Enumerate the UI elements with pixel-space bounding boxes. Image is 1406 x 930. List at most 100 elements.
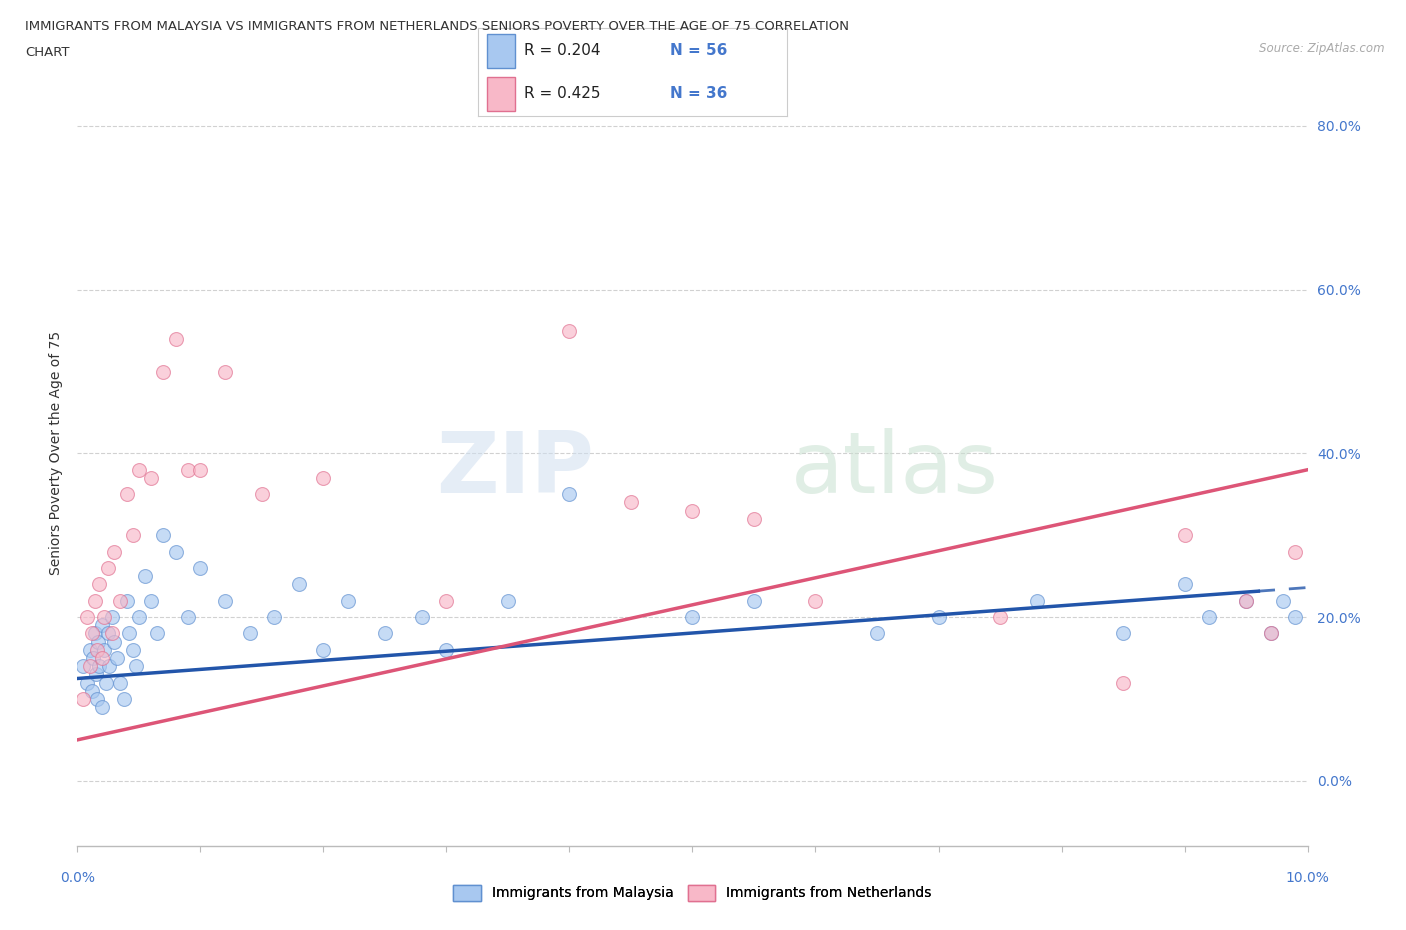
Point	[110, 675, 132, 690]
Y-axis label: Seniors Poverty Over the Age of 75: Seniors Poverty Over the Age of 75	[49, 331, 63, 576]
Point	[118, 626, 141, 641]
Point	[177, 610, 200, 625]
Point	[436, 593, 458, 608]
Point	[152, 364, 174, 379]
Point	[79, 643, 101, 658]
Point	[79, 658, 101, 673]
Point	[128, 610, 150, 625]
Point	[682, 610, 704, 625]
Point	[312, 471, 335, 485]
Text: R = 0.204: R = 0.204	[524, 43, 600, 58]
Point	[742, 593, 765, 608]
Point	[411, 610, 433, 625]
Point	[177, 462, 200, 477]
Point	[337, 593, 360, 608]
Point	[98, 658, 121, 673]
Point	[101, 610, 124, 625]
Text: ZIP: ZIP	[436, 428, 595, 511]
Point	[742, 512, 765, 526]
Point	[103, 634, 125, 649]
Point	[1198, 610, 1220, 625]
Point	[84, 667, 107, 682]
Point	[374, 626, 396, 641]
Text: 0.0%: 0.0%	[60, 870, 94, 884]
Point	[97, 561, 120, 576]
Point	[83, 626, 105, 641]
Point	[82, 626, 104, 641]
Text: IMMIGRANTS FROM MALAYSIA VS IMMIGRANTS FROM NETHERLANDS SENIORS POVERTY OVER THE: IMMIGRANTS FROM MALAYSIA VS IMMIGRANTS F…	[25, 20, 849, 33]
Point	[115, 487, 138, 502]
Point	[1260, 626, 1282, 641]
Point	[558, 487, 581, 502]
Point	[436, 643, 458, 658]
Point	[1174, 577, 1197, 591]
Point	[128, 462, 150, 477]
Point	[1284, 544, 1306, 559]
Point	[125, 658, 148, 673]
Point	[1026, 593, 1049, 608]
Point	[1234, 593, 1257, 608]
Text: Source: ZipAtlas.com: Source: ZipAtlas.com	[1260, 42, 1385, 55]
Point	[312, 643, 335, 658]
Point	[620, 495, 643, 510]
Point	[94, 675, 117, 690]
Point	[115, 593, 138, 608]
Point	[134, 569, 156, 584]
Point	[558, 323, 581, 338]
Point	[86, 692, 108, 707]
Point	[1272, 593, 1295, 608]
Point	[90, 618, 114, 632]
Point	[76, 675, 98, 690]
Point	[72, 658, 94, 673]
Point	[86, 643, 108, 658]
Point	[214, 364, 236, 379]
Point	[141, 471, 163, 485]
Point	[103, 544, 125, 559]
Text: atlas: atlas	[792, 428, 998, 511]
Point	[165, 331, 187, 346]
Point	[1174, 528, 1197, 543]
Point	[97, 626, 120, 641]
Point	[93, 610, 115, 625]
Point	[72, 692, 94, 707]
Point	[188, 462, 212, 477]
Point	[988, 610, 1011, 625]
Point	[82, 684, 104, 698]
Point	[152, 528, 174, 543]
Point	[90, 699, 114, 714]
Text: 10.0%: 10.0%	[1285, 870, 1330, 884]
Point	[121, 643, 143, 658]
Point	[121, 528, 143, 543]
Point	[496, 593, 519, 608]
Point	[110, 593, 132, 608]
Point	[250, 487, 273, 502]
Point	[866, 626, 889, 641]
Point	[1112, 675, 1135, 690]
Text: CHART: CHART	[25, 46, 70, 60]
Point	[141, 593, 163, 608]
Point	[89, 658, 111, 673]
Point	[239, 626, 262, 641]
Text: R = 0.425: R = 0.425	[524, 86, 600, 101]
Point	[76, 610, 98, 625]
Legend: Immigrants from Malaysia, Immigrants from Netherlands: Immigrants from Malaysia, Immigrants fro…	[447, 879, 938, 906]
Point	[82, 651, 104, 666]
Point	[188, 561, 212, 576]
Point	[928, 610, 950, 625]
Point	[1284, 610, 1306, 625]
Point	[288, 577, 311, 591]
Point	[90, 651, 114, 666]
Bar	[488, 34, 515, 68]
Point	[1234, 593, 1257, 608]
Point	[682, 503, 704, 518]
Point	[165, 544, 187, 559]
Point	[87, 634, 110, 649]
Point	[112, 692, 135, 707]
Point	[1260, 626, 1282, 641]
Bar	[488, 77, 515, 111]
Point	[263, 610, 285, 625]
Text: N = 36: N = 36	[669, 86, 727, 101]
Point	[146, 626, 169, 641]
Point	[101, 626, 124, 641]
Point	[804, 593, 827, 608]
